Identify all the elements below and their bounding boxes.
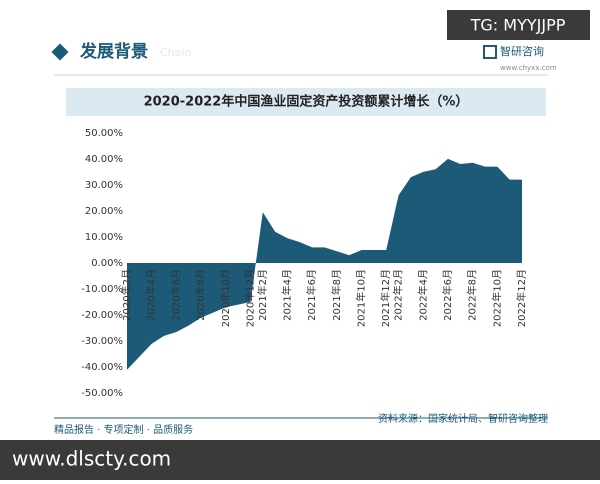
x-tick-label: 2022年10月	[490, 269, 503, 327]
brand: 智研咨询	[500, 44, 544, 58]
y-tick-label: 40.00%	[85, 154, 123, 165]
source: 资料来源：国家统计局、智研咨询整理	[378, 412, 548, 425]
chart-title: 2020-2022年中国渔业固定资产投资额累计增长（%）	[144, 94, 469, 110]
watermark: Chain	[160, 46, 191, 59]
x-tick-label: 2022年12月	[515, 269, 528, 327]
site: www.dlscty.com	[12, 447, 171, 471]
x-tick-label: 2020年6月	[169, 269, 182, 321]
tag: TG: MYYJJPP	[470, 16, 566, 35]
y-tick-label: -40.00%	[81, 362, 123, 373]
x-tick-label: 2021年2月	[256, 269, 269, 321]
x-tick-label: 2021年12月	[379, 269, 392, 327]
y-tick-label: 10.00%	[85, 232, 123, 243]
y-tick-label: 50.00%	[85, 128, 123, 139]
x-tick-label: 2022年8月	[466, 269, 479, 321]
x-tick-label: 2020年10月	[219, 269, 232, 327]
x-tick-label: 2021年8月	[330, 269, 343, 321]
section-title: 发展背景	[79, 41, 148, 62]
footer-slogan: 精品报告 · 专项定制 · 品质服务	[54, 423, 193, 436]
tag-box	[447, 10, 590, 40]
brand-url: www.chyxx.com	[500, 64, 557, 72]
y-tick-label: -10.00%	[81, 284, 123, 295]
bottom-bar	[0, 440, 600, 480]
y-tick-label: -20.00%	[81, 310, 123, 321]
y-tick-label: -50.00%	[81, 388, 123, 399]
x-tick-label: 2020年4月	[145, 269, 158, 321]
x-tick-label: 2020年8月	[194, 269, 207, 321]
title-band	[66, 88, 546, 116]
y-tick-label: 0.00%	[91, 258, 123, 269]
x-tick-label: 2020年12月	[243, 269, 256, 327]
y-tick-label: 20.00%	[85, 206, 123, 217]
x-tick-label: 2022年6月	[441, 269, 454, 321]
x-tick-label: 2020年2月	[120, 269, 133, 321]
diamond-icon	[51, 43, 69, 61]
x-tick-label: 2022年4月	[416, 269, 429, 321]
brand-logo	[483, 45, 497, 59]
x-tick-label: 2021年10月	[355, 269, 368, 327]
x-tick-label: 2021年6月	[305, 269, 318, 321]
y-tick-label: 30.00%	[85, 180, 123, 191]
x-tick-label: 2021年4月	[280, 269, 293, 321]
area	[127, 158, 522, 370]
x-tick-label: 2022年2月	[392, 269, 405, 321]
y-tick-label: -30.00%	[81, 336, 123, 347]
